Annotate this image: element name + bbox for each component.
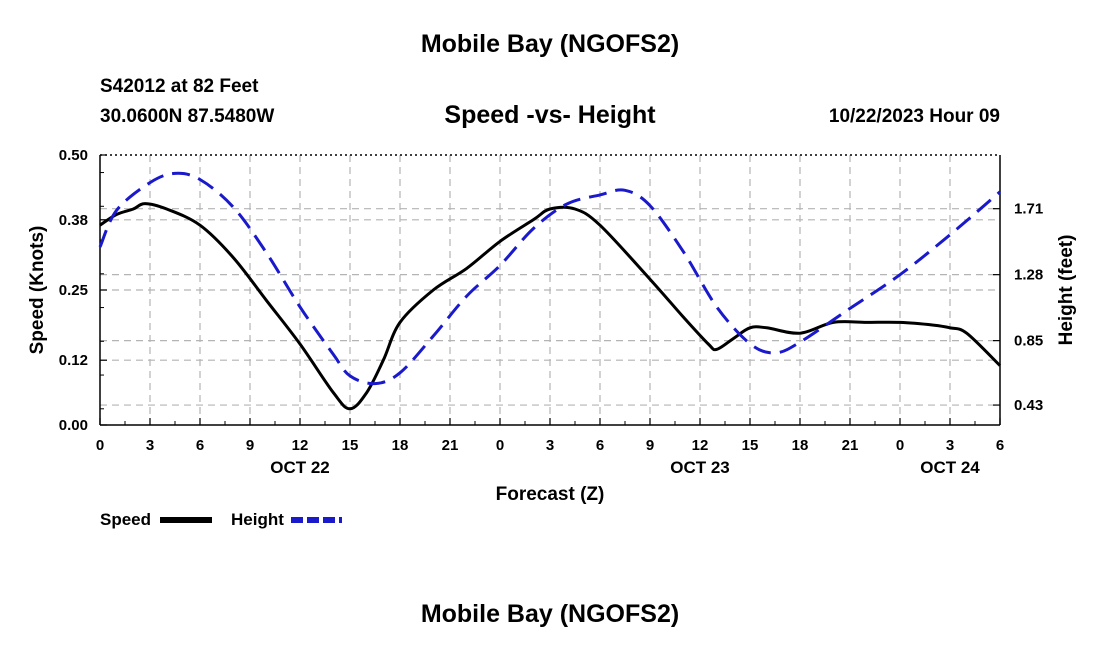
x-tick-label: 3 [546,437,554,454]
y2-tick-label: 1.71 [1014,201,1043,218]
station-label: S42012 at 82 Feet [100,76,259,97]
x-tick-label: 0 [896,437,904,454]
coordinates-label: 30.0600N 87.5480W [100,106,275,127]
x-date-label: OCT 24 [920,458,980,477]
y2-tick-label: 0.85 [1014,333,1043,350]
x-tick-label: 0 [496,437,504,454]
speed-series-line [99,202,1002,411]
x-tick-label: 0 [96,437,104,454]
chart-title: Speed -vs- Height [444,101,656,129]
y-tick-label: 0.00 [59,417,88,434]
x-tick-label: 15 [742,437,759,454]
forecast-time-label: 10/22/2023 Hour 09 [828,106,1000,127]
x-tick-label: 12 [292,437,309,454]
page-title: Mobile Bay (NGOFS2) [420,30,680,58]
legend-speed-label: Speed [100,510,152,529]
x-tick-label: 3 [946,437,954,454]
height-series-line [98,171,1001,386]
legend-height-label: Height [231,510,284,529]
x-tick-label: 21 [442,437,459,454]
x-tick-label: 18 [392,437,409,454]
x-tick-label: 3 [146,437,154,454]
y-tick-label: 0.50 [59,147,88,164]
y2-tick-label: 0.43 [1014,397,1043,414]
x-date-label: OCT 22 [270,458,330,477]
x-date-label: OCT 23 [670,458,730,477]
y-tick-label: 0.38 [59,212,88,229]
footer-title: Mobile Bay (NGOFS2) [420,600,680,628]
y2-tick-label: 1.28 [1014,267,1043,284]
x-tick-label: 9 [646,437,654,454]
x-tick-label: 21 [842,437,859,454]
x-tick-label: 18 [792,437,809,454]
y-tick-label: 0.25 [59,282,88,299]
y2-axis-label: Height (feet) [1056,235,1077,346]
x-axis-label: Forecast (Z) [496,484,605,505]
x-tick-label: 15 [342,437,359,454]
x-tick-label: 9 [246,437,254,454]
x-tick-label: 12 [692,437,709,454]
y-axis-label: Speed (Knots) [27,226,48,355]
y-tick-label: 0.12 [59,352,88,369]
x-tick-label: 6 [596,437,604,454]
x-tick-label: 6 [996,437,1004,454]
x-tick-label: 6 [196,437,204,454]
